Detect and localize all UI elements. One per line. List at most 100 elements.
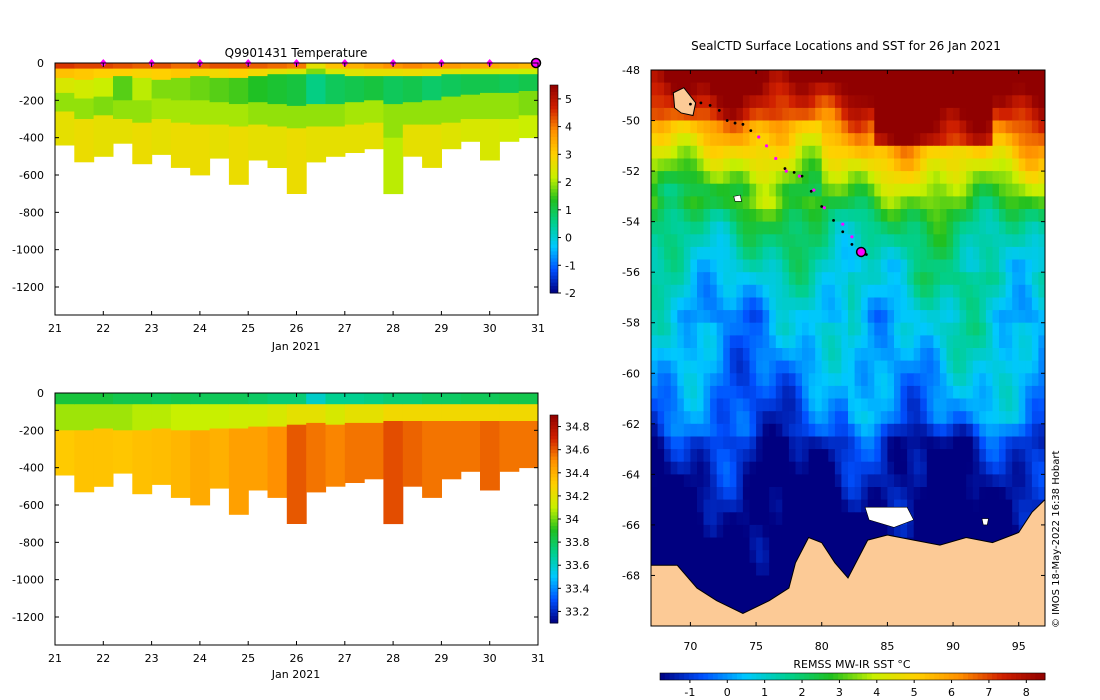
sst-cell bbox=[900, 322, 908, 336]
sst-cell bbox=[664, 310, 672, 324]
profile-2-layer-3 bbox=[93, 96, 114, 116]
sst-cell bbox=[1005, 348, 1013, 362]
sst-cell bbox=[651, 537, 659, 551]
sst-cell bbox=[1012, 120, 1020, 134]
sst-cell bbox=[729, 524, 737, 538]
lat-tick-label: -56 bbox=[622, 266, 640, 279]
sst-cell bbox=[894, 411, 902, 425]
sst-cell bbox=[788, 348, 796, 362]
sst-cell bbox=[894, 196, 902, 210]
sst-cell bbox=[749, 537, 757, 551]
sst-cell bbox=[716, 524, 724, 538]
sst-cell bbox=[933, 322, 941, 336]
sst-cell bbox=[762, 575, 770, 589]
x-tick-label: 29 bbox=[434, 322, 448, 335]
sst-cell bbox=[742, 575, 750, 589]
sst-cell bbox=[900, 411, 908, 425]
sst-cell bbox=[802, 322, 810, 336]
sst-cell bbox=[972, 133, 980, 147]
sst-cell bbox=[795, 436, 803, 450]
sst-cell bbox=[670, 310, 678, 324]
sst-cell bbox=[775, 95, 783, 109]
sst-cell bbox=[742, 145, 750, 159]
sst-cell bbox=[782, 183, 790, 197]
sst-cell bbox=[946, 398, 954, 412]
sst-cell bbox=[664, 82, 672, 96]
sst-cell bbox=[972, 183, 980, 197]
lat-tick-label: -52 bbox=[622, 165, 640, 178]
sst-cell bbox=[795, 385, 803, 399]
sst-cell bbox=[657, 335, 665, 349]
sst-cell bbox=[742, 588, 750, 602]
colorbar-segment bbox=[550, 223, 558, 228]
sst-cell bbox=[953, 158, 961, 172]
sst-cell bbox=[880, 398, 888, 412]
sst-cell bbox=[697, 423, 705, 437]
sst-cell bbox=[972, 310, 980, 324]
sst-cell bbox=[815, 246, 823, 260]
sst-cell bbox=[1012, 158, 1020, 172]
sst-cell bbox=[920, 297, 928, 311]
sst-cell bbox=[913, 322, 921, 336]
x-tick-label: 28 bbox=[386, 322, 400, 335]
sst-cell bbox=[894, 385, 902, 399]
sst-cell bbox=[880, 272, 888, 286]
sst-cell bbox=[802, 524, 810, 538]
sst-cell bbox=[999, 259, 1007, 273]
colorbar-segment bbox=[550, 428, 558, 433]
sst-cell bbox=[821, 70, 829, 84]
sst-cell bbox=[939, 82, 947, 96]
sst-cell bbox=[736, 335, 744, 349]
sst-cell bbox=[939, 499, 947, 513]
sst-cell bbox=[854, 120, 862, 134]
sst-cell bbox=[677, 398, 685, 412]
sst-cell bbox=[933, 499, 941, 513]
sst-cell bbox=[953, 322, 961, 336]
sst-cell bbox=[946, 487, 954, 501]
sst-cell bbox=[848, 183, 856, 197]
sst-cell bbox=[657, 158, 665, 172]
sst-cell bbox=[887, 196, 895, 210]
sst-cell bbox=[736, 398, 744, 412]
colorbar-tick-label: 0 bbox=[565, 232, 572, 245]
sst-cell bbox=[697, 360, 705, 374]
sst-cell bbox=[657, 449, 665, 463]
sst-cell bbox=[880, 183, 888, 197]
sst-cell bbox=[828, 550, 836, 564]
sst-cell bbox=[841, 537, 849, 551]
sst-cell bbox=[926, 133, 934, 147]
sst-cell bbox=[946, 411, 954, 425]
profile-15-layer-4 bbox=[344, 124, 365, 153]
sst-cell bbox=[683, 133, 691, 147]
sst-cell bbox=[762, 234, 770, 248]
sst-cell bbox=[887, 322, 895, 336]
profile-1-layer-3 bbox=[74, 98, 95, 120]
sst-cell bbox=[913, 272, 921, 286]
sst-cell bbox=[953, 221, 961, 235]
sst-cell bbox=[723, 335, 731, 349]
profile-18-layer-3 bbox=[402, 102, 423, 125]
sst-cell bbox=[723, 373, 731, 387]
sst-cell bbox=[821, 221, 829, 235]
sst-cell bbox=[861, 348, 869, 362]
colorbar-segment bbox=[550, 449, 558, 454]
sst-cell bbox=[756, 259, 764, 273]
sst-cell bbox=[736, 499, 744, 513]
sst-cell bbox=[848, 171, 856, 185]
sst-cell bbox=[1018, 259, 1026, 273]
sst-cell bbox=[808, 171, 816, 185]
colorbar-segment bbox=[550, 564, 558, 569]
sst-colorbar-segment bbox=[958, 673, 964, 680]
colorbar-segment bbox=[550, 432, 558, 437]
sst-cell bbox=[907, 82, 915, 96]
sst-cell bbox=[782, 487, 790, 501]
sst-cell bbox=[959, 158, 967, 172]
sst-cell bbox=[874, 310, 882, 324]
colorbar-segment bbox=[550, 123, 558, 128]
sst-cell bbox=[775, 487, 783, 501]
profile-5-layer-1 bbox=[151, 404, 172, 429]
sst-cell bbox=[1038, 373, 1045, 387]
sst-cell bbox=[854, 449, 862, 463]
sst-cell bbox=[861, 284, 869, 298]
sst-cell bbox=[788, 171, 796, 185]
